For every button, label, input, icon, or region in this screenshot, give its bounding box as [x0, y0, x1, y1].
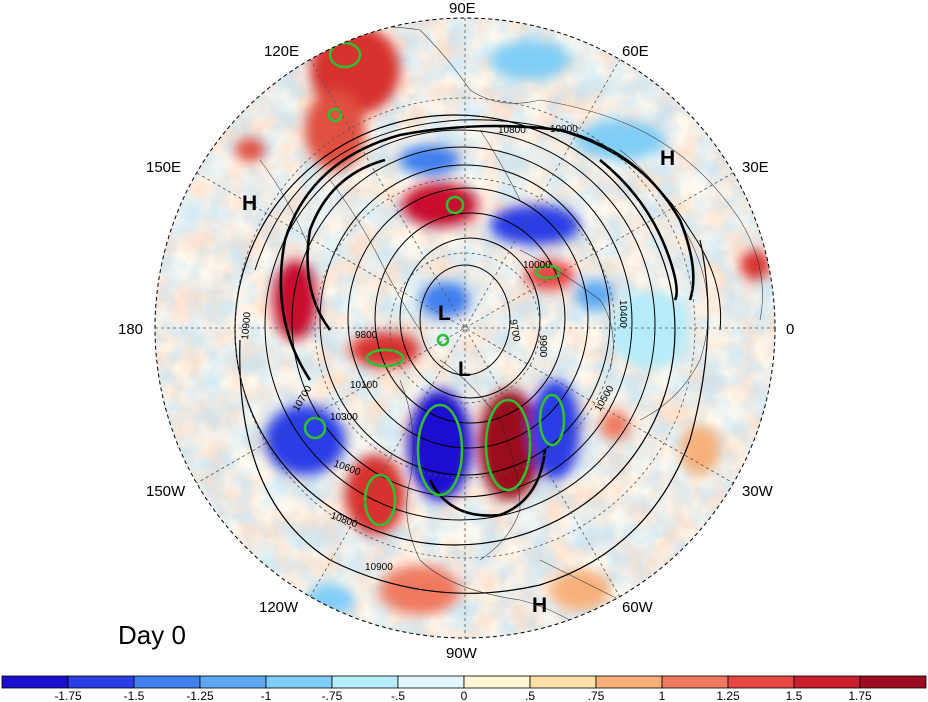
colorbar-swatch — [463, 675, 531, 689]
colorbar-swatch — [133, 675, 201, 689]
colorbar-tick-label: 0 — [461, 689, 468, 702]
colorbar-swatch — [199, 675, 267, 689]
lon-label-150w: 150W — [146, 483, 186, 500]
colorbar-swatch — [727, 675, 795, 689]
colorbar-tick-label: .75 — [588, 689, 605, 702]
colorbar-tick-label: -1.25 — [186, 689, 214, 702]
contour-label: 10300 — [330, 412, 358, 423]
lon-label-120w: 120W — [259, 599, 299, 616]
high-center-label: H — [660, 147, 675, 170]
colorbar-swatch — [1, 675, 69, 689]
lon-label-30w: 30W — [742, 483, 774, 500]
map-boundary — [154, 17, 776, 639]
colorbar-tick-label: 1 — [659, 689, 666, 702]
colorbar-swatch — [265, 675, 333, 689]
lon-label-90e: 90E — [449, 0, 476, 17]
contour-label: 10000 — [523, 260, 551, 271]
colorbar-tick-label: .5 — [525, 689, 535, 702]
colorbar-tick-label: -.75 — [322, 689, 343, 702]
colorbar-tick-label: -.5 — [391, 689, 405, 702]
lon-label-60w: 60W — [622, 599, 654, 616]
contour-label: 10900 — [365, 562, 393, 573]
colorbar-tick-label: -1.75 — [54, 689, 82, 702]
lon-label-60e: 60E — [622, 43, 649, 60]
colorbar-swatch — [661, 675, 729, 689]
colorbar-swatch — [67, 675, 135, 689]
low-center-label: L — [458, 358, 471, 381]
colorbar-swatch — [331, 675, 399, 689]
high-center-label: H — [242, 192, 257, 215]
significance-contours — [303, 41, 566, 527]
longitude-labels: 90E 60E 30E 0 30W 60W 90W 120W 150W 180 … — [118, 0, 794, 662]
lon-label-180: 180 — [118, 321, 143, 338]
colorbar-swatch — [397, 675, 465, 689]
colorbar-tick-label: 1.25 — [716, 689, 740, 702]
height-contours — [234, 114, 722, 594]
lon-label-30e: 30E — [742, 159, 769, 176]
colorbar: -1.75 -1.5 -1.25 -1 -.75 -.5 0 .5 .75 1 1.25 1.5 1.7… — [1, 675, 927, 702]
contour-label: 10400 — [617, 300, 628, 328]
contour-label: 10100 — [350, 380, 378, 391]
colorbar-swatch — [793, 675, 861, 689]
colorbar-tick-label: 1.75 — [848, 689, 872, 702]
contour-label: 10900 — [550, 124, 578, 135]
colorbar-tick-label: 1.5 — [786, 689, 803, 702]
low-center-label: L — [438, 302, 451, 325]
lon-label-90w: 90W — [446, 645, 478, 662]
contour-label: 9900 — [537, 335, 548, 358]
contour-label: 9700 — [507, 319, 522, 343]
lon-label-120e: 120E — [264, 43, 299, 60]
lon-label-0: 0 — [786, 321, 794, 338]
high-center-label: H — [532, 594, 547, 617]
graticule — [155, 18, 775, 638]
day-label: Day 0 — [118, 620, 186, 650]
contour-label: 10800 — [498, 125, 526, 136]
colorbar-tick-label: -1.5 — [124, 689, 145, 702]
wind-contours — [279, 124, 695, 517]
colorbar-swatch — [859, 675, 927, 689]
contour-label: 9800 — [355, 330, 378, 341]
colorbar-swatch — [529, 675, 597, 689]
contour-label: 10900 — [240, 311, 253, 340]
colorbar-swatch — [595, 675, 663, 689]
colorbar-tick-label: -1 — [261, 689, 272, 702]
anomaly-field — [155, 18, 775, 638]
lon-label-150e: 150E — [146, 159, 181, 176]
